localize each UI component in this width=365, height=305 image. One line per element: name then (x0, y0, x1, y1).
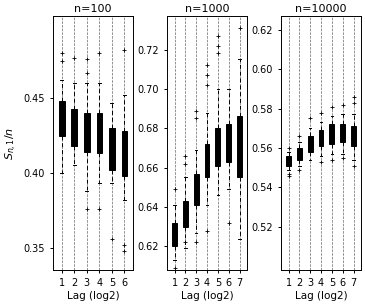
PathPatch shape (237, 117, 242, 178)
PathPatch shape (109, 128, 115, 170)
Title: n=1000: n=1000 (185, 4, 229, 14)
X-axis label: Lag (log2): Lag (log2) (67, 291, 119, 301)
PathPatch shape (297, 148, 302, 160)
Title: n=100: n=100 (74, 4, 112, 14)
X-axis label: Lag (log2): Lag (log2) (181, 291, 233, 301)
PathPatch shape (319, 130, 323, 146)
PathPatch shape (84, 113, 90, 152)
PathPatch shape (205, 144, 210, 178)
PathPatch shape (59, 101, 65, 135)
Title: n=10000: n=10000 (295, 4, 347, 14)
PathPatch shape (351, 126, 356, 146)
PathPatch shape (172, 223, 177, 246)
PathPatch shape (194, 174, 199, 205)
PathPatch shape (340, 124, 345, 142)
PathPatch shape (183, 201, 188, 227)
PathPatch shape (122, 131, 127, 176)
PathPatch shape (215, 128, 220, 166)
X-axis label: Lag (log2): Lag (log2) (295, 291, 347, 301)
PathPatch shape (330, 124, 334, 144)
PathPatch shape (96, 113, 102, 153)
PathPatch shape (72, 109, 77, 146)
PathPatch shape (226, 124, 231, 162)
Y-axis label: $S_{n,1}/n$: $S_{n,1}/n$ (4, 126, 19, 160)
PathPatch shape (308, 136, 313, 152)
PathPatch shape (286, 156, 291, 166)
